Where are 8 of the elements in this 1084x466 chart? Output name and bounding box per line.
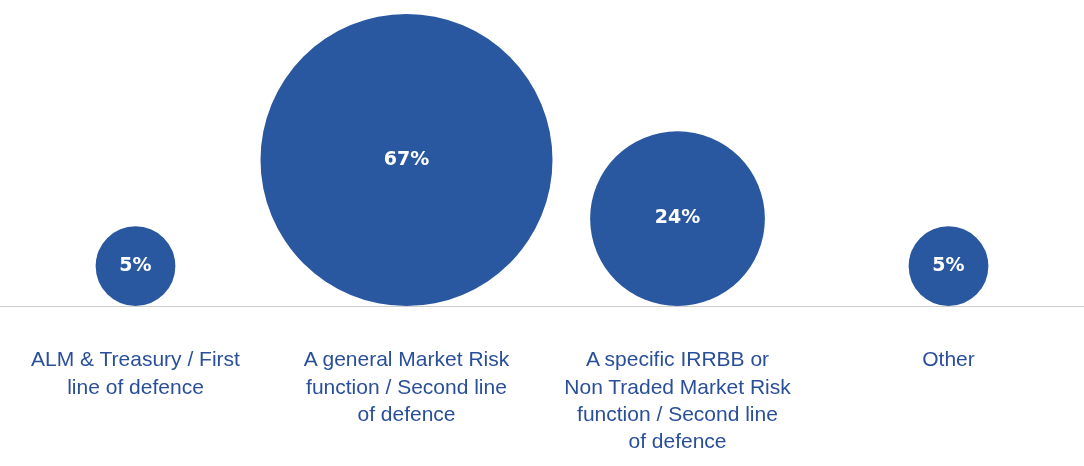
data-label: 5% <box>932 252 965 275</box>
data-label: 5% <box>119 252 152 275</box>
category-label: A specific IRRBB or Non Traded Market Risk function / Second line of defence <box>564 347 792 453</box>
data-label: 67% <box>383 146 430 169</box>
category-label: A general Market Risk function / Second line of defence <box>303 347 510 425</box>
category-label: Other <box>922 347 975 371</box>
data-label: 24% <box>654 205 701 228</box>
category-label: ALM & Treasury / First line of defence <box>31 347 241 398</box>
